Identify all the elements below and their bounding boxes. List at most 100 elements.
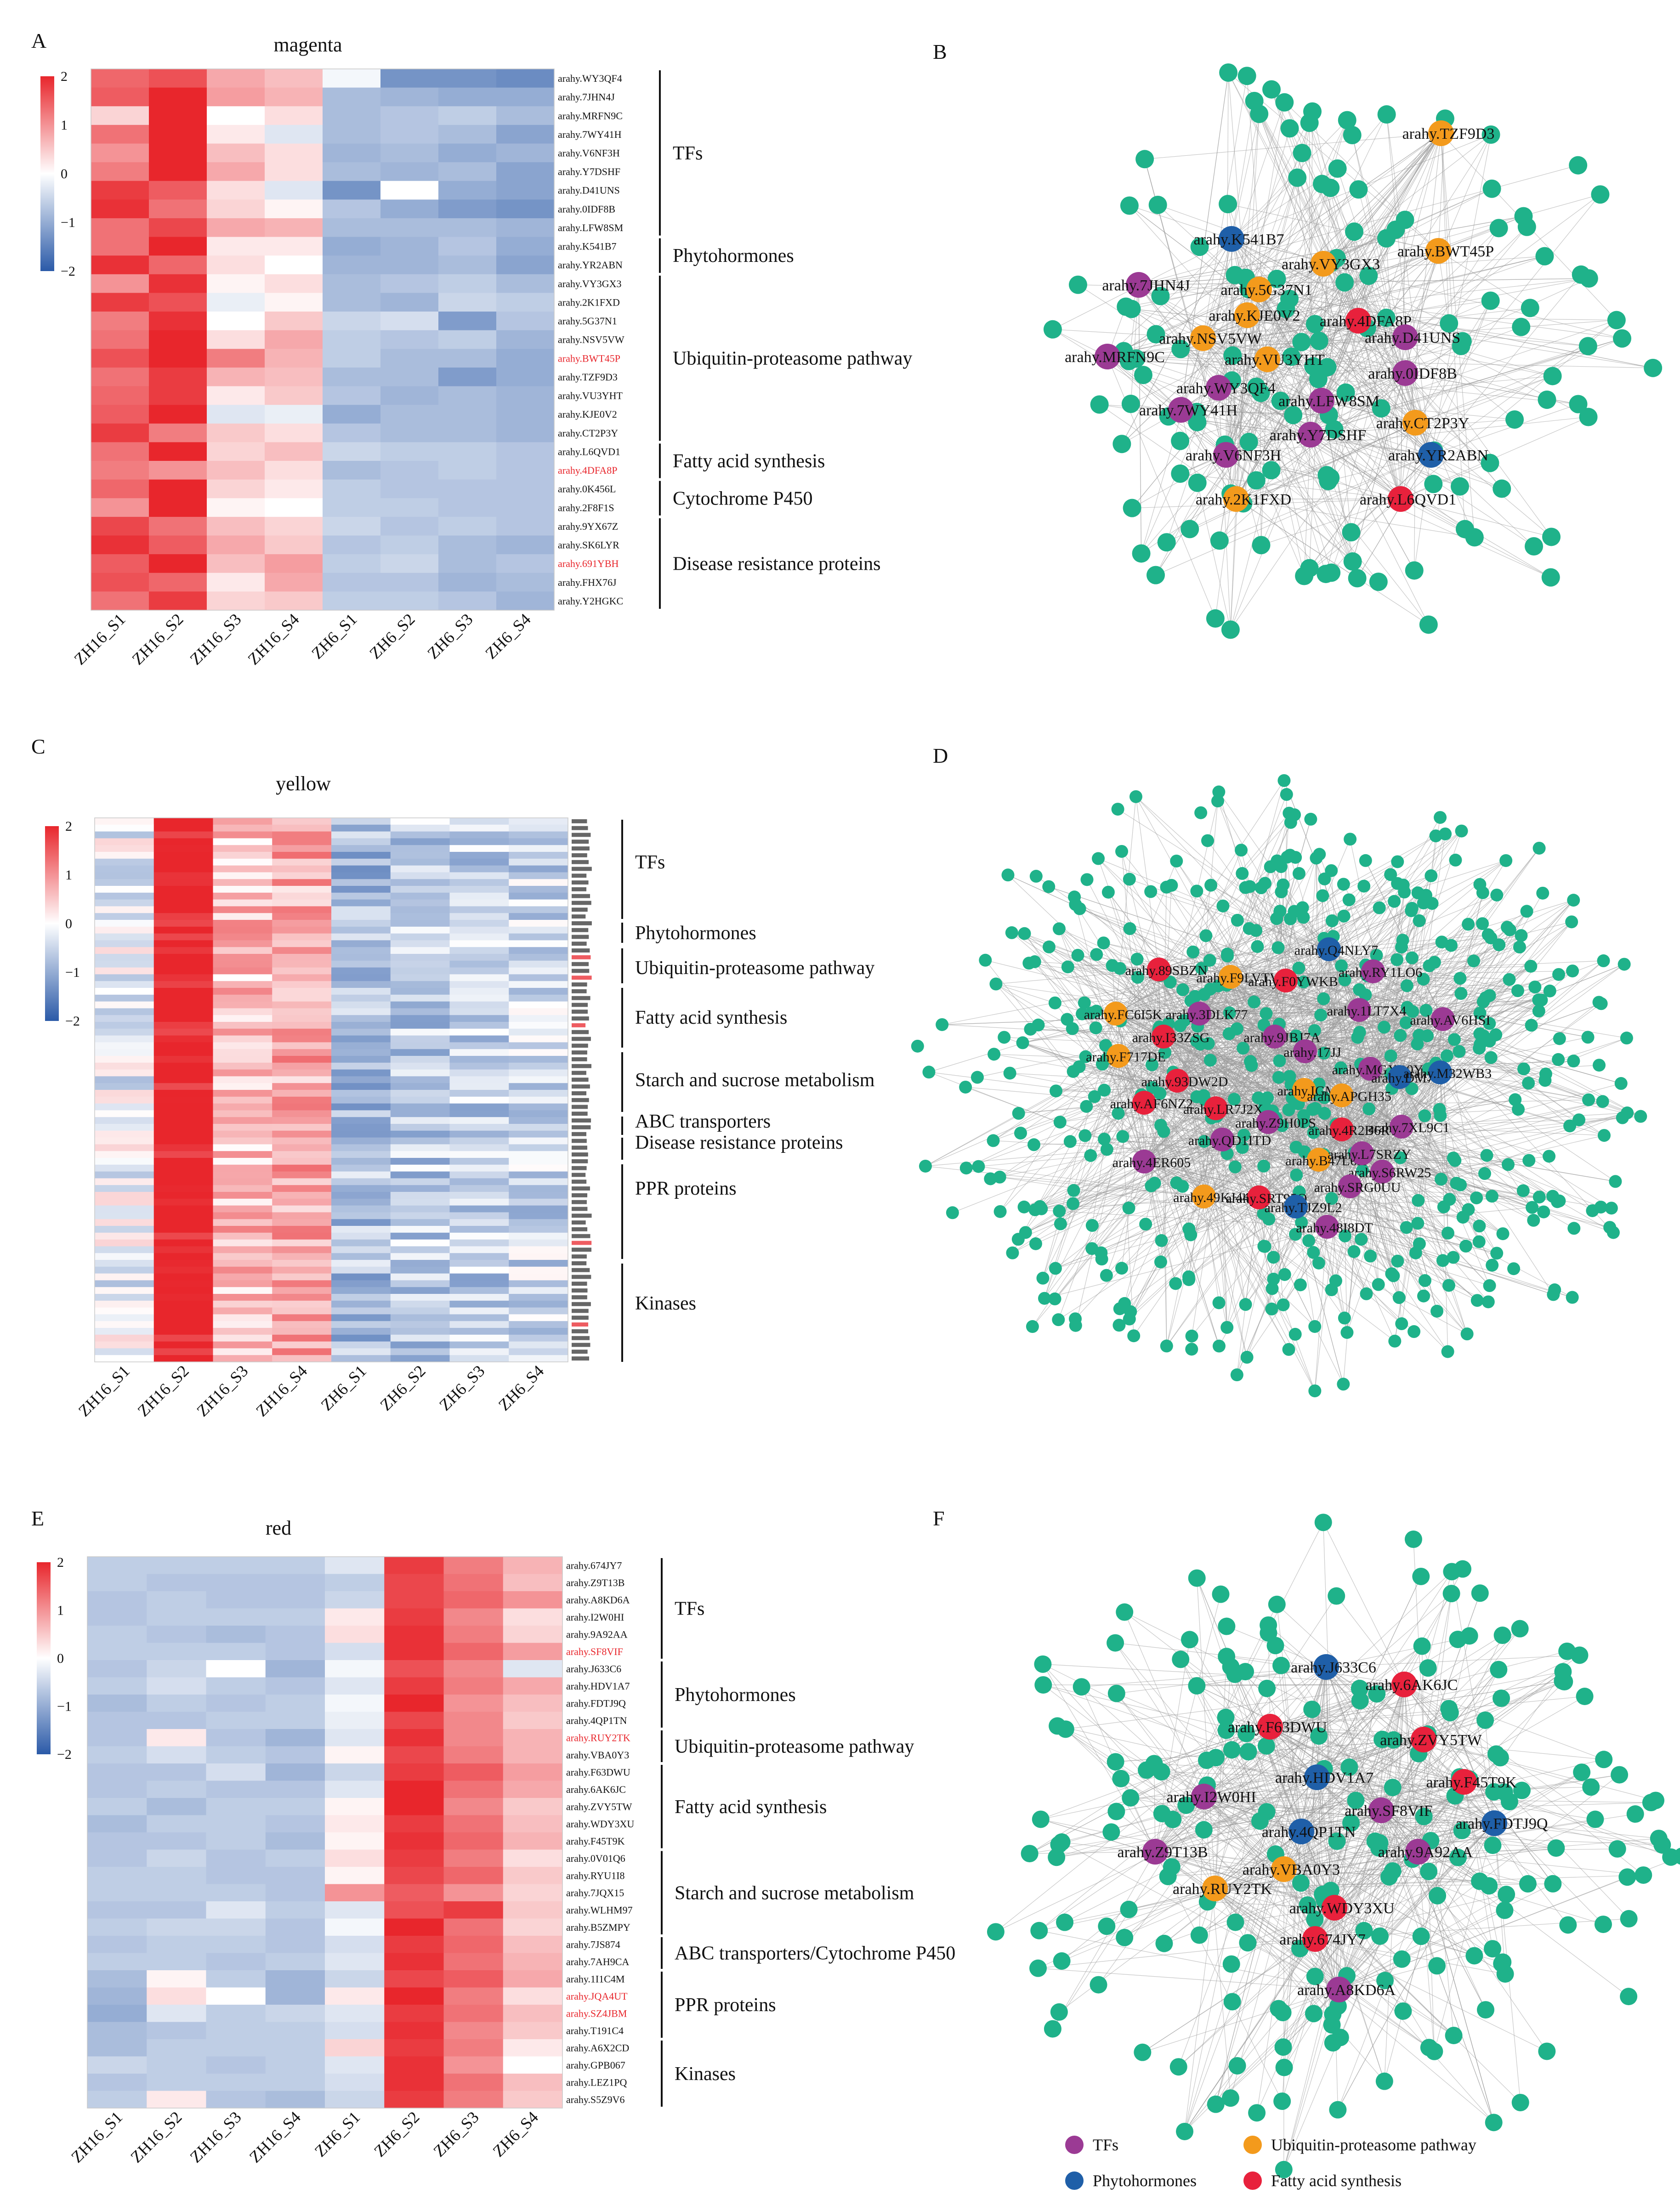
- heatmap-cell: [207, 330, 265, 349]
- heatmap-cell: [153, 1171, 214, 1179]
- group-label: PPR proteins: [675, 1995, 776, 2016]
- heatmap-cell: [213, 1090, 272, 1097]
- heatmap-cell: [390, 920, 450, 927]
- network-node: [1343, 552, 1362, 571]
- hub-node-label: arahy.F0YWKB: [1248, 974, 1338, 989]
- heatmap-cell: [147, 1918, 207, 1936]
- heatmap-cell: [443, 2074, 504, 2092]
- heatmap-cell: [207, 181, 265, 200]
- heatmap-cell: [325, 1815, 385, 1833]
- network-edge: [1067, 966, 1443, 1020]
- hub-node: [1293, 1039, 1317, 1063]
- heatmap-cell: [207, 293, 265, 312]
- heatmap-cell: [509, 1076, 568, 1083]
- heatmap-cell: [331, 1205, 391, 1213]
- gene-label-mark: [572, 1166, 587, 1170]
- network-node: [1349, 180, 1368, 199]
- network-node: [1318, 1091, 1331, 1104]
- gene-label-mark: [572, 921, 592, 925]
- network-node: [1613, 329, 1632, 348]
- network-edge: [1203, 1196, 1248, 1358]
- network-edge: [1038, 1968, 1339, 1990]
- heatmap-cell: [496, 330, 555, 349]
- network-node: [1391, 877, 1404, 890]
- gene-label: arahy.WY3QF4: [558, 73, 622, 84]
- network-node: [1345, 222, 1364, 241]
- heatmap-cell: [438, 554, 497, 573]
- network-node: [1377, 105, 1396, 124]
- heatmap-cell: [449, 1287, 509, 1294]
- network-edge: [1331, 454, 1431, 573]
- heatmap-cell: [91, 386, 149, 405]
- heatmap-cell: [390, 1226, 450, 1233]
- heatmap-cell: [384, 2039, 444, 2057]
- heatmap-cell: [206, 1695, 266, 1712]
- heatmap-cell: [331, 974, 391, 981]
- network-edge: [1268, 1122, 1616, 1182]
- hub-node-label: arahy.93DW2D: [1141, 1074, 1228, 1089]
- heatmap-cell: [438, 423, 497, 443]
- network-edge: [1215, 910, 1412, 1109]
- heatmap-cell: [95, 1137, 154, 1145]
- heatmap-cell: [325, 1746, 385, 1764]
- network-edge: [1138, 284, 1249, 442]
- network-edge: [1399, 1077, 1493, 1265]
- hub-node-label: arahy.1LT7X4: [1327, 1003, 1407, 1019]
- heatmap-cell: [503, 1608, 563, 1626]
- heatmap-cell: [91, 535, 149, 555]
- heatmap-cell: [380, 87, 439, 107]
- heatmap-cell: [449, 1096, 509, 1104]
- heatmap-cell: [449, 1001, 509, 1009]
- heatmap-cell: [438, 516, 497, 536]
- heatmap-cell: [390, 1049, 450, 1056]
- network-node: [1370, 949, 1383, 962]
- heatmap-cell: [449, 1328, 509, 1335]
- heatmap-cell: [153, 1151, 214, 1158]
- heatmap-cell: [265, 367, 323, 387]
- heatmap-cell: [390, 1205, 450, 1213]
- heatmap-cell: [95, 1355, 154, 1362]
- heatmap-cell: [509, 1049, 568, 1056]
- heatmap-cell: [384, 1574, 444, 1592]
- heatmap-cell: [323, 125, 381, 144]
- heatmap-cell: [390, 858, 450, 866]
- heatmap-cell: [207, 255, 265, 275]
- heatmap-cell: [91, 181, 149, 200]
- network-edge: [1430, 454, 1502, 489]
- heatmap-cell: [380, 330, 439, 349]
- heatmap-cell: [91, 87, 149, 107]
- network-edge: [1405, 227, 1527, 374]
- heatmap-cell: [95, 1294, 154, 1301]
- hub-node: [1428, 120, 1454, 146]
- heatmap-cell: [213, 933, 272, 941]
- network-edge: [1310, 434, 1551, 578]
- heatmap-cell: [390, 960, 450, 968]
- hub-node: [1204, 1096, 1228, 1120]
- heatmap-cell: [449, 1280, 509, 1287]
- colorbar-tick: −1: [61, 215, 75, 230]
- network-node: [1521, 299, 1539, 317]
- network-node: [1307, 1126, 1320, 1139]
- heatmap-cell: [438, 535, 497, 555]
- network-node: [1237, 67, 1256, 85]
- network-node: [1252, 536, 1271, 555]
- heatmap-cell: [206, 1643, 266, 1661]
- heatmap-cell: [153, 1300, 214, 1308]
- network-edge: [1321, 133, 1442, 401]
- heatmap-cell: [331, 1348, 391, 1355]
- colorbar-tick: −2: [61, 264, 75, 279]
- network-node: [1089, 1021, 1102, 1035]
- network-node: [1194, 806, 1208, 819]
- heatmap-cell: [147, 1574, 207, 1592]
- heatmap-cell: [265, 1608, 325, 1626]
- network-edge: [1118, 911, 1294, 1056]
- heatmap-cell: [213, 1341, 272, 1349]
- network-edge: [1129, 928, 1164, 1037]
- heatmap-cell: [496, 199, 555, 219]
- network-node: [1310, 331, 1328, 350]
- heatmap-cell: [213, 1103, 272, 1111]
- network-node: [1203, 954, 1216, 967]
- network-node: [1411, 886, 1425, 900]
- network-node: [1616, 1111, 1629, 1124]
- gene-label-mark: [572, 1322, 589, 1327]
